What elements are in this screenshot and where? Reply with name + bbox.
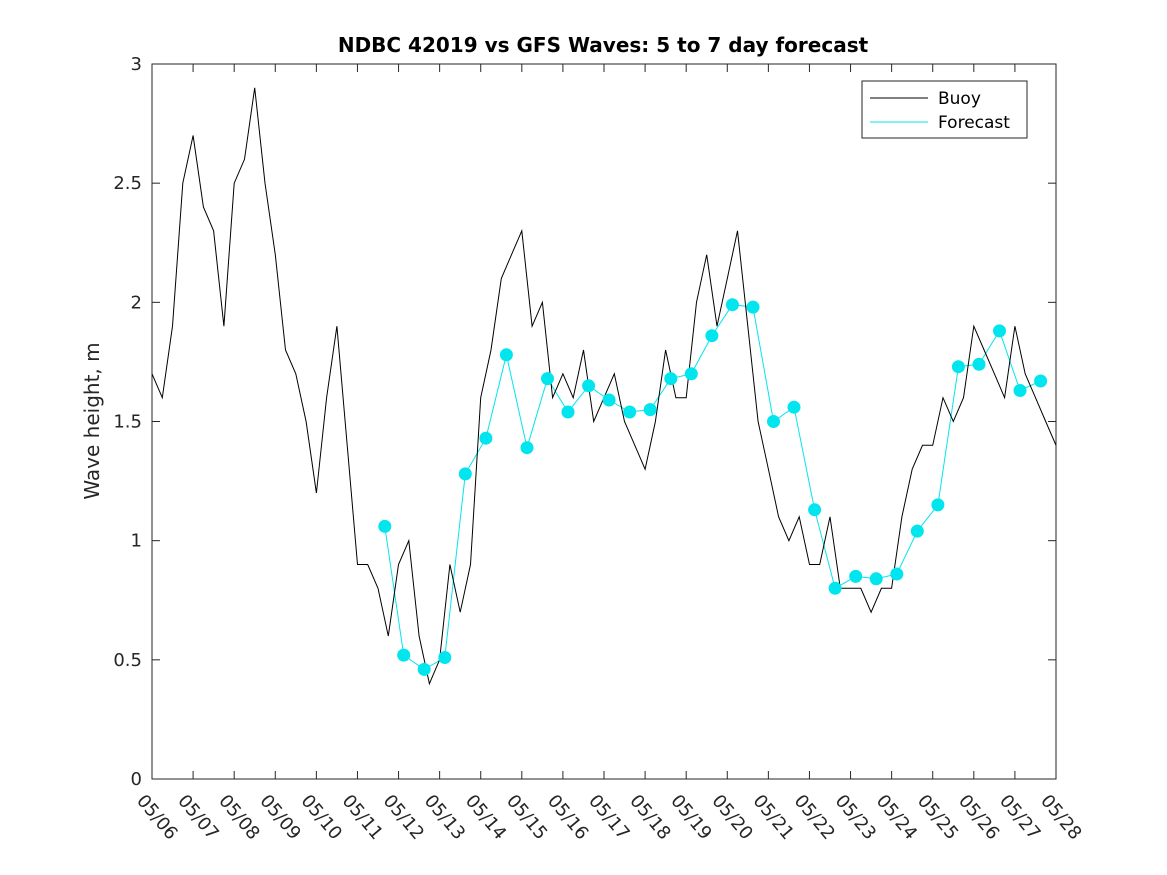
y-tick-label: 2.5 — [113, 173, 142, 194]
forecast-point — [746, 300, 760, 314]
forecast-point — [869, 572, 883, 586]
x-tick-label: 05/08 — [214, 791, 263, 844]
forecast-point — [479, 431, 493, 445]
y-axis: 0 0.5 1 1.5 2 2.5 3 — [113, 54, 1056, 790]
x-tick-label: 05/22 — [790, 791, 839, 844]
x-tick-label: 05/14 — [461, 791, 510, 844]
y-tick-label: 1.5 — [113, 412, 142, 433]
x-tick-label: 05/17 — [584, 791, 633, 844]
x-tick-label: 05/28 — [1036, 791, 1085, 844]
forecast-point — [602, 393, 616, 407]
x-tick-label: 05/15 — [502, 791, 551, 844]
x-tick-label: 05/07 — [173, 791, 222, 844]
forecast-point — [499, 348, 513, 362]
x-tick-label: 05/10 — [297, 791, 346, 844]
y-tick-label: 0 — [131, 769, 142, 790]
y-tick-label: 0.5 — [113, 650, 142, 671]
forecast-point — [972, 357, 986, 371]
forecast-point — [890, 567, 904, 581]
plot-area — [151, 63, 1057, 780]
x-tick-label: 05/21 — [749, 791, 798, 844]
forecast-point — [561, 405, 575, 419]
x-tick-label: 05/11 — [338, 791, 387, 844]
forecast-point — [787, 400, 801, 414]
forecast-point — [725, 298, 739, 312]
x-tick-label: 05/19 — [666, 791, 715, 844]
y-tick-label: 3 — [131, 54, 142, 75]
forecast-point — [664, 372, 678, 386]
forecast-point — [951, 360, 965, 374]
forecast-point — [582, 379, 596, 393]
legend-box — [861, 80, 1028, 139]
forecast-point — [541, 372, 554, 386]
forecast-point — [931, 498, 945, 512]
x-tick-label: 05/13 — [420, 791, 469, 844]
y-tick-label: 1 — [131, 531, 142, 552]
x-tick-label: 05/09 — [255, 791, 304, 844]
forecast-point — [849, 569, 863, 583]
forecast-point — [808, 503, 822, 517]
forecast-point — [378, 519, 392, 533]
x-tick-label: 05/12 — [379, 791, 428, 844]
x-tick-label: 05/20 — [707, 791, 756, 844]
axes-box — [151, 63, 1057, 780]
forecast-point — [705, 329, 719, 343]
x-tick-label: 05/16 — [543, 791, 592, 844]
forecast-point — [910, 524, 924, 538]
forecast-point — [623, 405, 637, 419]
legend: Buoy Forecast — [861, 80, 1028, 139]
forecast-point — [397, 648, 411, 662]
forecast-point — [1034, 374, 1048, 388]
x-tick-label: 05/25 — [913, 791, 962, 844]
y-tick-label: 2 — [131, 292, 142, 313]
x-tick-label: 05/06 — [132, 791, 181, 844]
x-tick-label: 05/18 — [625, 791, 674, 844]
legend-buoy-label: Buoy — [938, 89, 981, 109]
forecast-point — [643, 403, 657, 417]
legend-forecast-label: Forecast — [938, 113, 1010, 133]
y-axis-label: Wave height, m — [80, 342, 104, 499]
x-tick-label: 05/27 — [995, 791, 1044, 844]
forecast-point — [458, 467, 472, 481]
x-tick-label: 05/24 — [872, 791, 921, 844]
chart-title: NDBC 42019 vs GFS Waves: 5 to 7 day fore… — [338, 33, 869, 57]
forecast-point — [417, 662, 431, 676]
forecast-point — [520, 441, 534, 455]
forecast-point — [684, 367, 698, 381]
x-tick-label: 05/23 — [831, 791, 880, 844]
forecast-point — [993, 324, 1006, 338]
forecast-point — [767, 415, 780, 428]
forecast-markers — [378, 298, 1048, 676]
forecast-point — [1013, 384, 1027, 397]
x-tick-label: 05/26 — [954, 791, 1003, 844]
forecast-point — [438, 651, 452, 664]
forecast-point — [828, 581, 842, 595]
